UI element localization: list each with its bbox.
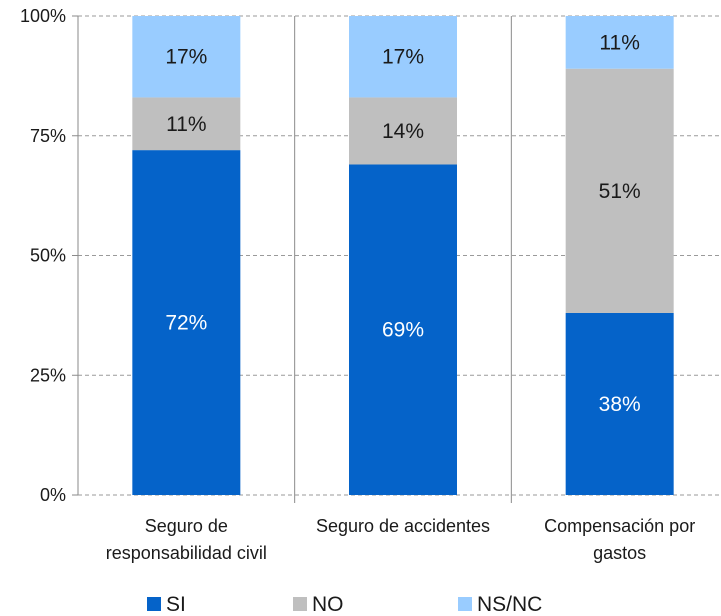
bar-segment-no bbox=[349, 97, 457, 165]
data-label: 72% bbox=[165, 312, 207, 335]
x-category-label: Seguro de accidentes bbox=[316, 516, 490, 536]
data-label: 17% bbox=[165, 46, 207, 69]
y-axis: 0% 25% 50% 75% 100% bbox=[20, 6, 721, 505]
data-label: 51% bbox=[599, 180, 641, 203]
bar-segment-si bbox=[349, 164, 457, 496]
bar-segment-si bbox=[132, 150, 241, 495]
bar-segment-ns-nc bbox=[132, 16, 241, 98]
legend-label: NS/NC bbox=[477, 593, 542, 616]
x-axis: Seguro de responsabilidad civil Seguro de … bbox=[106, 516, 695, 563]
bar-segment-ns-nc bbox=[565, 16, 674, 69]
data-label: 11% bbox=[599, 31, 639, 54]
y-tick-label: 0% bbox=[40, 485, 66, 505]
legend-swatch bbox=[147, 597, 161, 611]
y-tick-label: 50% bbox=[30, 246, 66, 266]
data-label: 14% bbox=[382, 120, 424, 143]
legend-item-ns-nc: NS/NC bbox=[458, 593, 542, 616]
data-label: 69% bbox=[382, 319, 424, 342]
legend-label: SI bbox=[166, 593, 186, 616]
y-tick-label: 25% bbox=[30, 365, 66, 385]
x-category-label: Seguro de responsabilidad civil bbox=[106, 516, 267, 563]
y-tick-label: 100% bbox=[20, 6, 66, 26]
bar-segment-si bbox=[565, 312, 674, 495]
legend-swatch bbox=[293, 597, 307, 611]
bars: 72% 11% 17% 69% 14% 17% 38% 51% 11% bbox=[132, 16, 674, 496]
legend-label: NO bbox=[312, 593, 344, 616]
bar-segment-no bbox=[565, 68, 674, 313]
bar-segment-ns-nc bbox=[349, 16, 457, 98]
bar-segment-no bbox=[132, 97, 241, 151]
legend-item-no: NO bbox=[293, 593, 344, 616]
legend: SI NO NS/NC bbox=[147, 593, 542, 616]
legend-swatch bbox=[458, 597, 472, 611]
x-category-label: Compensación por gastos bbox=[544, 516, 695, 563]
data-label: 38% bbox=[599, 393, 641, 416]
y-tick-label: 75% bbox=[30, 126, 66, 146]
data-label: 11% bbox=[166, 113, 206, 136]
data-label: 17% bbox=[382, 46, 424, 69]
legend-item-si: SI bbox=[147, 593, 186, 616]
category-separators bbox=[294, 16, 512, 503]
